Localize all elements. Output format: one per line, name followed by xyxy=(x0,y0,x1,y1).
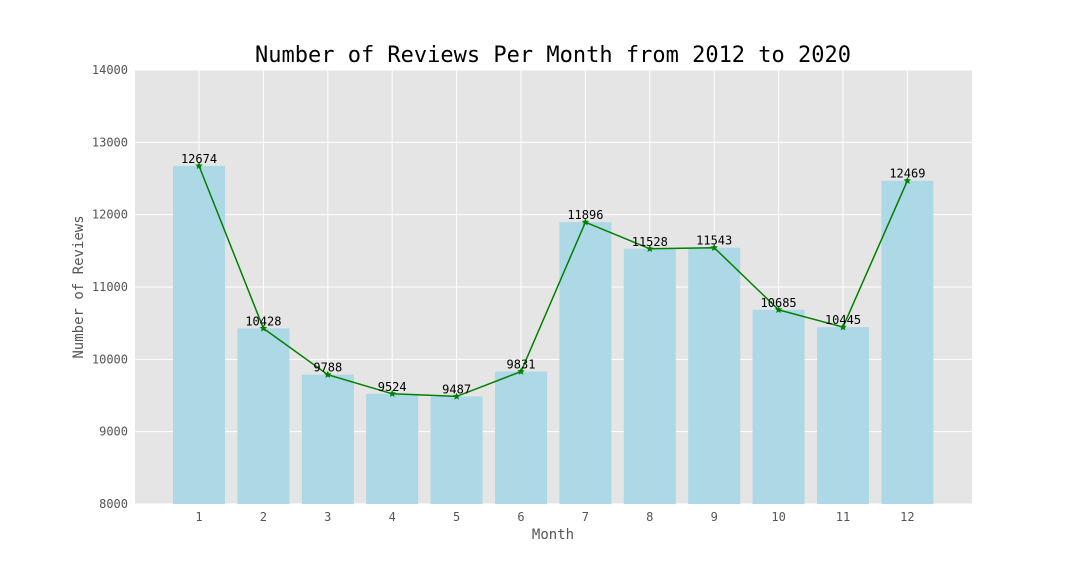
bar xyxy=(623,248,676,504)
y-tick-label: 9000 xyxy=(99,425,128,439)
x-tick-label: 11 xyxy=(836,510,850,524)
trend-marker xyxy=(517,367,525,375)
bar xyxy=(237,328,290,504)
data-label: 9487 xyxy=(442,382,471,396)
y-tick-label: 14000 xyxy=(92,63,128,77)
trend-marker xyxy=(774,305,783,314)
x-tick-label: 3 xyxy=(324,510,331,524)
bar xyxy=(301,374,354,504)
trend-marker xyxy=(388,389,396,397)
trend-line xyxy=(198,165,909,398)
x-axis-label: Month xyxy=(532,527,574,543)
trend-marker xyxy=(259,324,268,332)
trend-marker xyxy=(646,244,654,253)
data-label: 11528 xyxy=(632,235,668,249)
y-tick-label: 8000 xyxy=(99,497,128,511)
trend-marker xyxy=(903,176,912,184)
y-tick-label: 13000 xyxy=(92,135,128,149)
bar xyxy=(688,247,741,504)
y-tick-label: 12000 xyxy=(92,208,128,222)
x-tick-label: 2 xyxy=(260,510,267,524)
x-tick-label: 6 xyxy=(517,510,524,524)
x-tick-label: 5 xyxy=(453,510,460,524)
bar xyxy=(430,396,483,504)
bar xyxy=(817,327,869,504)
data-label: 10428 xyxy=(245,314,281,328)
x-tick-label: 12 xyxy=(900,510,914,524)
data-label: 12674 xyxy=(181,152,217,166)
trend-marker xyxy=(195,161,203,170)
bar xyxy=(881,180,934,504)
bar xyxy=(495,371,547,504)
data-label: 9524 xyxy=(378,380,407,394)
x-tick-label: 9 xyxy=(711,510,718,524)
bar xyxy=(559,222,612,504)
x-tick-label: 1 xyxy=(195,510,202,524)
data-label: 9788 xyxy=(313,361,342,375)
data-label: 10445 xyxy=(825,313,861,327)
data-label: 12469 xyxy=(889,167,925,181)
x-tick-label: 7 xyxy=(582,510,589,524)
y-axis-label: Number of Reviews xyxy=(71,215,87,358)
data-label: 9831 xyxy=(507,358,536,372)
y-tick-label: 10000 xyxy=(92,352,128,366)
x-tick-label: 4 xyxy=(389,510,396,524)
data-label: 10685 xyxy=(761,296,797,310)
chart-title: Number of Reviews Per Month from 2012 to… xyxy=(255,43,851,68)
bar xyxy=(173,165,225,504)
trend-markers xyxy=(195,161,912,400)
trend-line-path xyxy=(198,165,909,398)
trend-marker xyxy=(324,370,332,378)
data-labels: 12674 10428 9788 9524 9487 9831 11896 11528 1154… xyxy=(181,152,926,397)
bar xyxy=(752,309,805,504)
bars xyxy=(173,165,934,504)
trend-marker xyxy=(581,218,590,226)
y-tick-label: 11000 xyxy=(92,280,128,294)
trend-marker xyxy=(839,323,847,331)
x-tick-label: 8 xyxy=(646,510,653,524)
x-tick-label: 10 xyxy=(771,510,785,524)
data-label: 11543 xyxy=(696,234,732,248)
trend-marker xyxy=(710,243,718,251)
data-label: 11896 xyxy=(567,208,603,222)
bar xyxy=(366,393,419,504)
trend-marker xyxy=(452,392,461,400)
